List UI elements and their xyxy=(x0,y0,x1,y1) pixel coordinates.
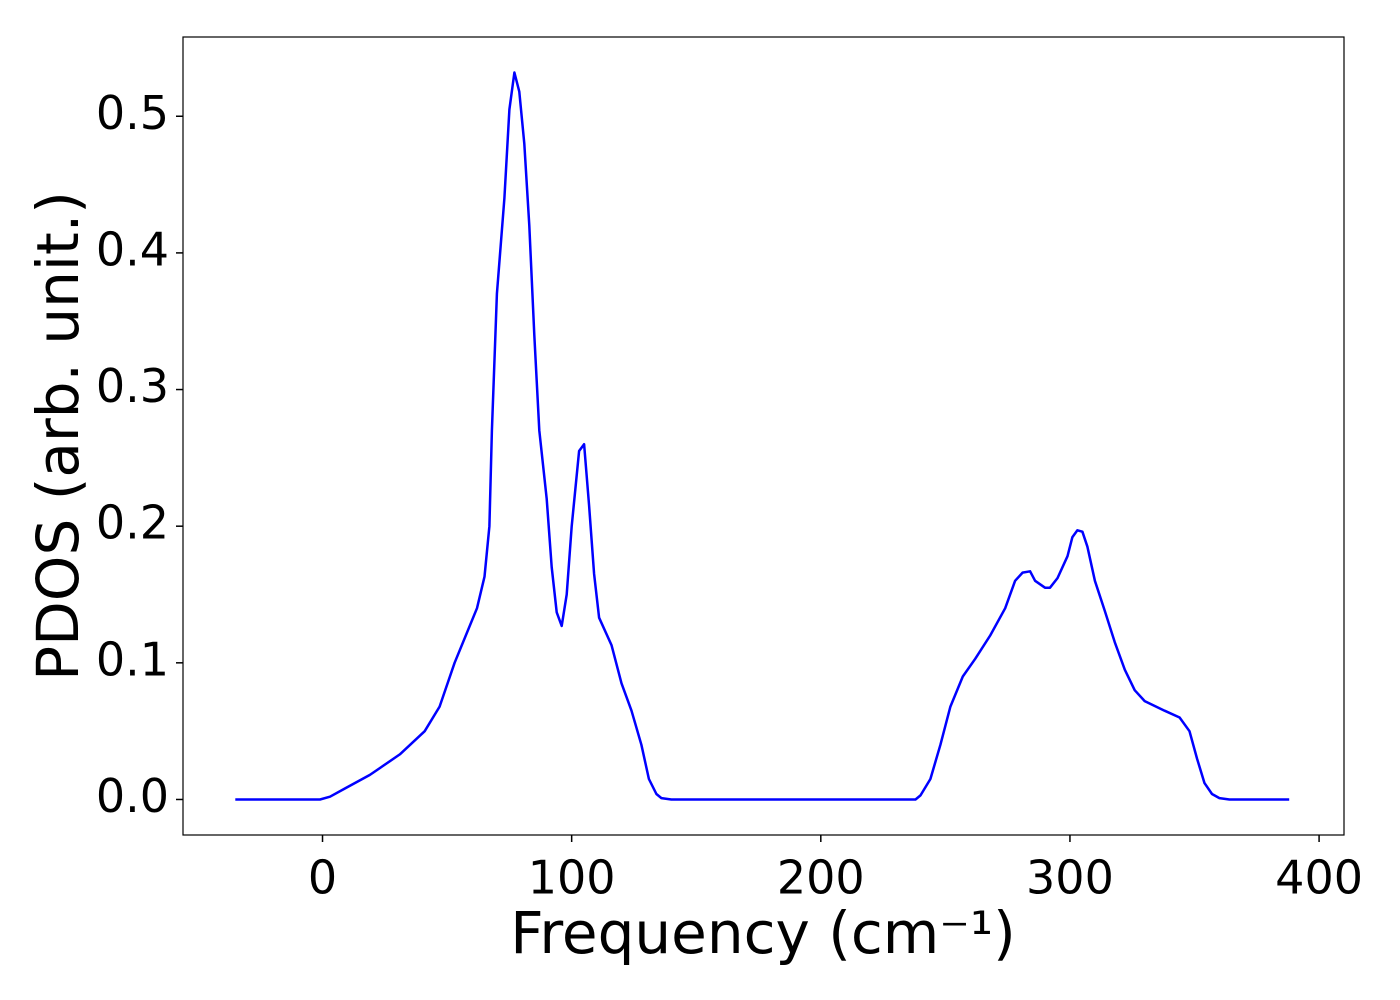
x-axis-label: Frequency (cm⁻¹) xyxy=(510,899,1016,967)
x-tick-label: 200 xyxy=(777,851,865,905)
y-tick-label: 0.2 xyxy=(96,496,169,550)
x-tick-label: 400 xyxy=(1275,851,1363,905)
x-tick-label: 0 xyxy=(308,851,337,905)
y-tick-label: 0.0 xyxy=(96,769,169,823)
y-tick-label: 0.3 xyxy=(96,359,169,413)
plot-frame xyxy=(182,36,1345,836)
y-tick-label: 0.4 xyxy=(96,222,169,276)
y-tick-label: 0.1 xyxy=(96,632,169,686)
y-axis-label: PDOS (arb. unit.) xyxy=(24,191,92,681)
y-tick-label: 0.5 xyxy=(96,86,169,140)
line-series xyxy=(235,71,1290,801)
x-tick-label: 300 xyxy=(1026,851,1114,905)
x-tick-label: 100 xyxy=(528,851,616,905)
